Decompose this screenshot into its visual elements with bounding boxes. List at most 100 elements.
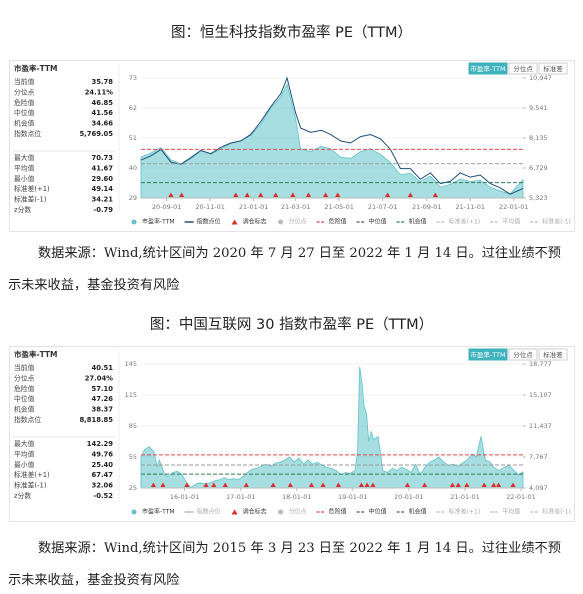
rebalance-marker xyxy=(335,482,341,487)
legend-label[interactable]: 标准差(-1) xyxy=(542,508,571,516)
tab[interactable] xyxy=(508,348,538,361)
rebalance-marker xyxy=(184,482,190,487)
chart: 市盈率-TTM 当前值 40.51 分位点 27.04% 危险值 57.10 中位值 47.26… xyxy=(9,346,575,522)
stat-label: 标准差(+1) xyxy=(14,470,50,479)
y-tick-label: 62 xyxy=(129,104,137,112)
legend-label[interactable]: 标准差(+1) xyxy=(449,218,481,226)
tab[interactable] xyxy=(468,348,508,361)
stat-label: 指数点位 xyxy=(14,415,41,424)
x-tick-label: 18-01-01 xyxy=(282,493,312,501)
tab-label[interactable]: 分位点 xyxy=(513,64,533,73)
legend-label[interactable]: 机会值 xyxy=(409,508,427,516)
legend-label[interactable]: 危险值 xyxy=(329,218,347,226)
tab-label[interactable]: 标准差 xyxy=(543,350,563,359)
y-tick-label: 51 xyxy=(129,134,137,142)
stat-value: 8,818.85 xyxy=(79,416,113,424)
stat-label: 机会值 xyxy=(14,405,35,414)
stat-value: 34.66 xyxy=(92,120,114,128)
rebalance-marker xyxy=(449,482,456,487)
x-tick-label: 20-09-01 xyxy=(152,203,182,211)
legend-label[interactable]: 危险值 xyxy=(329,508,347,516)
y-tick-label: 115 xyxy=(125,391,137,399)
stat-value: 41.67 xyxy=(92,164,114,172)
legend-label[interactable]: 分位点 xyxy=(289,218,307,226)
rebalance-marker xyxy=(179,192,185,197)
x-tick-label: 21-07-01 xyxy=(368,203,398,211)
stat-label: 平均值 xyxy=(14,449,35,458)
legend-label[interactable]: 调仓标志 xyxy=(243,508,267,516)
x-tick-label: 20-11-01 xyxy=(195,203,225,211)
rebalance-marker xyxy=(150,482,157,487)
legend-label[interactable]: 平均值 xyxy=(502,508,520,516)
tab[interactable] xyxy=(508,62,538,75)
stat-value: 38.37 xyxy=(92,406,114,414)
legend-symbol xyxy=(231,509,238,515)
tab-label[interactable]: 市盈率-TTM xyxy=(470,350,505,359)
x-tick-label: 21-11-01 xyxy=(456,203,486,211)
y2-tick-label: 6,729 xyxy=(529,164,548,172)
y2-tick-label: 9,541 xyxy=(529,104,548,112)
y-tick-label: 85 xyxy=(129,422,137,430)
legend-label[interactable]: 机会值 xyxy=(409,218,427,226)
x-tick-label: 19-01-01 xyxy=(338,493,368,501)
y-tick-label: 25 xyxy=(129,484,137,492)
chart: 市盈率-TTM 当前值 35.78 分位点 24.11% 危险值 46.85 中位值 41.56… xyxy=(9,60,575,232)
y-tick-label: 55 xyxy=(129,453,137,461)
legend-label[interactable]: 标准差(+1) xyxy=(449,508,481,516)
stat-value: 49.14 xyxy=(92,185,114,193)
legend-label[interactable]: 指数点位 xyxy=(197,508,221,516)
tab[interactable] xyxy=(468,62,508,75)
stat-label: 最大值 xyxy=(14,439,35,448)
index-line xyxy=(140,76,524,195)
rebalance-marker xyxy=(287,482,293,487)
tab-label[interactable]: 标准差 xyxy=(543,64,563,73)
rebalance-marker xyxy=(244,192,250,197)
figure-source: 数据来源：Wind,统计区间为 2020 年 7 月 27 日至 2022 年 … xyxy=(8,246,561,293)
x-tick-label: 21-01-01 xyxy=(450,493,480,501)
legend-symbol xyxy=(131,509,137,515)
pe-area xyxy=(140,366,524,489)
tab-label[interactable]: 市盈率-TTM xyxy=(470,64,505,73)
rebalance-marker xyxy=(432,192,438,197)
stat-label: 分位点 xyxy=(14,373,35,382)
legend-symbol xyxy=(278,219,284,225)
rebalance-marker xyxy=(160,482,166,487)
legend-label[interactable]: 调仓标志 xyxy=(243,218,267,226)
tab[interactable] xyxy=(538,62,568,75)
stat-value: 57.10 xyxy=(92,385,114,393)
y-tick-label: 73 xyxy=(129,74,137,82)
rebalance-marker xyxy=(322,192,329,197)
legend-label[interactable]: 市盈率-TTM xyxy=(142,508,175,516)
rebalance-marker xyxy=(290,192,296,197)
legend-label[interactable]: 指数点位 xyxy=(197,218,221,226)
legend-label[interactable]: 分位点 xyxy=(289,508,307,516)
y2-tick-label: 7,767 xyxy=(529,453,548,461)
stat-value: -0.52 xyxy=(93,492,113,500)
rebalance-marker xyxy=(222,482,228,487)
x-tick-label: 21-09-01 xyxy=(412,203,442,211)
stat-label: 标准差(-1) xyxy=(14,195,47,204)
stat-value: 35.78 xyxy=(92,78,114,86)
rebalance-marker xyxy=(243,482,249,487)
stat-value: 40.51 xyxy=(92,364,114,372)
legend-label[interactable]: 平均值 xyxy=(502,218,520,226)
x-tick-label: 16-01-01 xyxy=(170,493,200,501)
rebalance-marker xyxy=(308,482,315,487)
stat-label: 机会值 xyxy=(14,119,35,128)
tab[interactable] xyxy=(538,348,568,361)
rebalance-marker xyxy=(168,192,174,197)
y-tick-label: 145 xyxy=(125,360,137,368)
tab-label[interactable]: 分位点 xyxy=(513,350,533,359)
legend-label[interactable]: 中位值 xyxy=(369,218,387,226)
stat-label: 危险值 xyxy=(14,98,35,107)
stat-label: 当前值 xyxy=(14,77,35,86)
legend-symbol xyxy=(131,219,137,225)
legend-label[interactable]: 中位值 xyxy=(369,508,387,516)
panel-title: 市盈率-TTM xyxy=(14,63,57,73)
legend-label[interactable]: 市盈率-TTM xyxy=(142,218,175,226)
stat-value: 34.21 xyxy=(92,196,114,204)
pe-area xyxy=(140,83,524,199)
legend-label[interactable]: 标准差(-1) xyxy=(542,218,571,226)
stat-value: 25.40 xyxy=(92,461,114,469)
